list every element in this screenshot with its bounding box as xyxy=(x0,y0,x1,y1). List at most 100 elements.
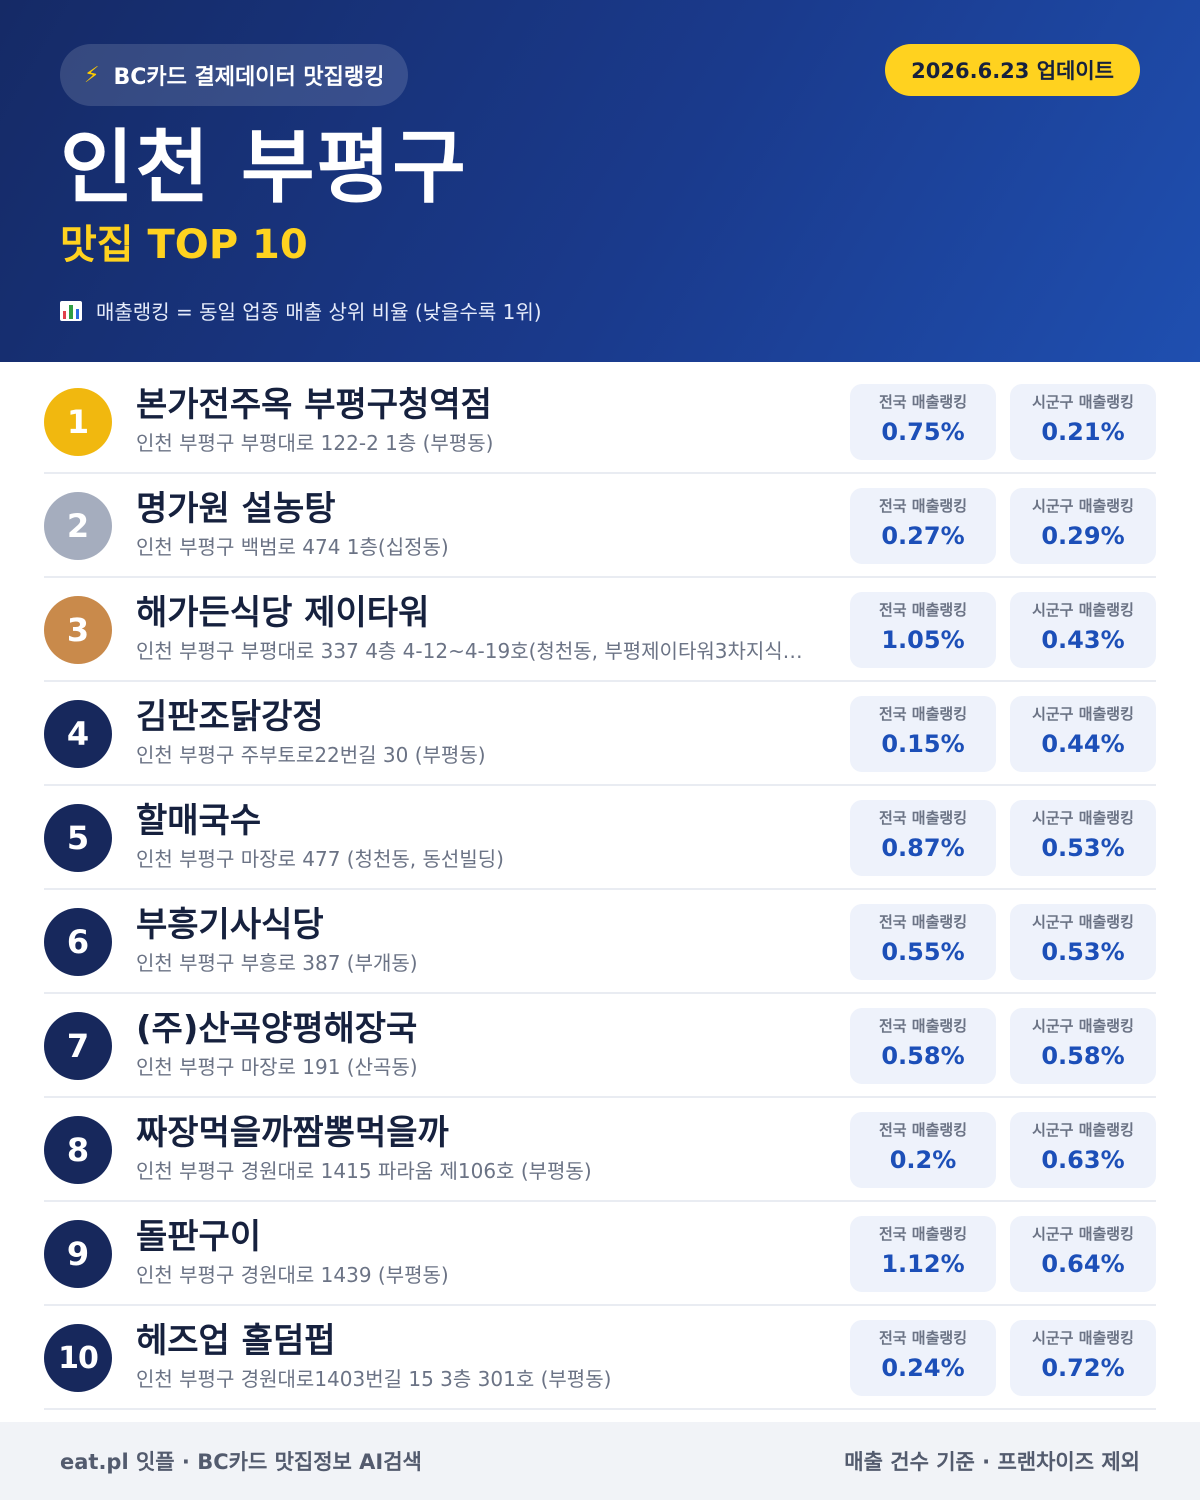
restaurant-name[interactable]: 본가전주옥 부평구청역점 xyxy=(136,385,492,425)
national-ranking-card: 전국 매출랭킹 0.58% xyxy=(850,1008,996,1084)
restaurant-name[interactable]: 김판조닭강정 xyxy=(136,697,324,737)
restaurant-name[interactable]: 해가든식당 제이타워 xyxy=(136,593,430,633)
restaurant-address: 인천 부평구 부평대로 337 4층 4-12~4-19호(청천동, 부평제이타… xyxy=(136,639,816,663)
national-ranking-card: 전국 매출랭킹 0.75% xyxy=(850,384,996,460)
local-ranking-value: 0.58% xyxy=(1041,1042,1125,1070)
footer: eat.pl 잇플 · BC카드 맛집정보 AI검색 매출 건수 기준 · 프랜… xyxy=(0,1422,1200,1500)
local-ranking-card: 시군구 매출랭킹 0.64% xyxy=(1010,1216,1156,1292)
national-ranking-value: 1.12% xyxy=(881,1250,965,1278)
list-item[interactable]: 6 부흥기사식당 인천 부평구 부흥로 387 (부개동) 전국 매출랭킹 0.55% 시… xyxy=(44,890,1156,994)
local-ranking-label: 시군구 매출랭킹 xyxy=(1032,809,1134,827)
restaurant-name[interactable]: 명가원 설농탕 xyxy=(136,489,336,529)
restaurant-address: 인천 부평구 부평대로 122-2 1층 (부평동) xyxy=(136,431,494,455)
rank-badge: 7 xyxy=(44,1012,112,1080)
local-ranking-value: 0.53% xyxy=(1041,938,1125,966)
rank-badge: 4 xyxy=(44,700,112,768)
national-ranking-value: 0.2% xyxy=(889,1146,957,1174)
page-title: 인천 부평구 xyxy=(60,121,468,214)
restaurant-address: 인천 부평구 마장로 477 (청천동, 동선빌딩) xyxy=(136,847,504,871)
rank-badge: 10 xyxy=(44,1324,112,1392)
national-ranking-value: 0.15% xyxy=(881,730,965,758)
restaurant-name[interactable]: 돌판구이 xyxy=(136,1217,262,1257)
restaurant-address: 인천 부평구 경원대로1403번길 15 3층 301호 (부평동) xyxy=(136,1367,612,1391)
local-ranking-label: 시군구 매출랭킹 xyxy=(1032,497,1134,515)
local-ranking-label: 시군구 매출랭킹 xyxy=(1032,393,1134,411)
ranking-note: 매출랭킹 = 동일 업종 매출 상위 비율 (낮을수록 1위) xyxy=(60,296,542,325)
restaurant-name[interactable]: 짜장먹을까짬뽕먹을까 xyxy=(136,1113,449,1153)
page-subtitle: 맛집 TOP 10 xyxy=(60,222,308,268)
list-item[interactable]: 1 본가전주옥 부평구청역점 인천 부평구 부평대로 122-2 1층 (부평동) 전… xyxy=(44,370,1156,474)
national-ranking-card: 전국 매출랭킹 1.05% xyxy=(850,592,996,668)
local-ranking-value: 0.53% xyxy=(1041,834,1125,862)
footer-criteria: 매출 건수 기준 · 프랜차이즈 제외 xyxy=(844,1450,1140,1474)
local-ranking-value: 0.63% xyxy=(1041,1146,1125,1174)
national-ranking-label: 전국 매출랭킹 xyxy=(878,497,968,515)
restaurant-address: 인천 부평구 경원대로 1439 (부평동) xyxy=(136,1263,449,1287)
local-ranking-card: 시군구 매출랭킹 0.53% xyxy=(1010,904,1156,980)
source-badge: ⚡ BC카드 결제데이터 맛집랭킹 xyxy=(60,44,409,106)
national-ranking-label: 전국 매출랭킹 xyxy=(878,1329,968,1347)
local-ranking-value: 0.72% xyxy=(1041,1354,1125,1382)
local-ranking-value: 0.21% xyxy=(1041,418,1125,446)
local-ranking-value: 0.64% xyxy=(1041,1250,1125,1278)
list-item[interactable]: 4 김판조닭강정 인천 부평구 주부토로22번길 30 (부평동) 전국 매출랭킹 0.… xyxy=(44,682,1156,786)
local-ranking-label: 시군구 매출랭킹 xyxy=(1032,1017,1134,1035)
list-item[interactable]: 8 짜장먹을까짬뽕먹을까 인천 부평구 경원대로 1415 파라움 제106호 (부… xyxy=(44,1098,1156,1202)
update-date-badge: 2026.6.23 업데이트 xyxy=(885,44,1140,96)
national-ranking-label: 전국 매출랭킹 xyxy=(878,601,968,619)
restaurant-name[interactable]: 헤즈업 홀덤펍 xyxy=(136,1321,336,1361)
rank-badge: 5 xyxy=(44,804,112,872)
restaurant-address: 인천 부평구 마장로 191 (산곡동) xyxy=(136,1055,418,1079)
ranking-note-text: 매출랭킹 = 동일 업종 매출 상위 비율 (낮을수록 1위) xyxy=(96,300,542,324)
national-ranking-value: 0.87% xyxy=(881,834,965,862)
header: ⚡ BC카드 결제데이터 맛집랭킹 2026.6.23 업데이트 인천 부평구 … xyxy=(0,0,1200,362)
rank-badge: 3 xyxy=(44,596,112,664)
local-ranking-label: 시군구 매출랭킹 xyxy=(1032,1225,1134,1243)
rank-badge: 8 xyxy=(44,1116,112,1184)
lightning-bolt-icon: ⚡ xyxy=(84,62,100,88)
rank-badge: 9 xyxy=(44,1220,112,1288)
restaurant-name[interactable]: 부흥기사식당 xyxy=(136,905,324,945)
local-ranking-value: 0.43% xyxy=(1041,626,1125,654)
national-ranking-value: 0.58% xyxy=(881,1042,965,1070)
national-ranking-card: 전국 매출랭킹 0.24% xyxy=(850,1320,996,1396)
local-ranking-label: 시군구 매출랭킹 xyxy=(1032,913,1134,931)
national-ranking-value: 0.75% xyxy=(881,418,965,446)
national-ranking-value: 0.55% xyxy=(881,938,965,966)
rank-badge: 2 xyxy=(44,492,112,560)
local-ranking-card: 시군구 매출랭킹 0.53% xyxy=(1010,800,1156,876)
local-ranking-card: 시군구 매출랭킹 0.43% xyxy=(1010,592,1156,668)
local-ranking-label: 시군구 매출랭킹 xyxy=(1032,705,1134,723)
local-ranking-card: 시군구 매출랭킹 0.44% xyxy=(1010,696,1156,772)
local-ranking-value: 0.44% xyxy=(1041,730,1125,758)
national-ranking-card: 전국 매출랭킹 0.27% xyxy=(850,488,996,564)
local-ranking-card: 시군구 매출랭킹 0.63% xyxy=(1010,1112,1156,1188)
restaurant-name[interactable]: 할매국수 xyxy=(136,801,262,841)
local-ranking-label: 시군구 매출랭킹 xyxy=(1032,1329,1134,1347)
national-ranking-value: 1.05% xyxy=(881,626,965,654)
national-ranking-label: 전국 매출랭킹 xyxy=(878,809,968,827)
restaurant-list: 1 본가전주옥 부평구청역점 인천 부평구 부평대로 122-2 1층 (부평동) 전… xyxy=(44,370,1156,1410)
national-ranking-card: 전국 매출랭킹 0.2% xyxy=(850,1112,996,1188)
restaurant-name[interactable]: (주)산곡양평해장국 xyxy=(136,1009,418,1049)
list-item[interactable]: 9 돌판구이 인천 부평구 경원대로 1439 (부평동) 전국 매출랭킹 1.12% 시… xyxy=(44,1202,1156,1306)
source-badge-label: BC카드 결제데이터 맛집랭킹 xyxy=(113,65,385,90)
local-ranking-card: 시군구 매출랭킹 0.72% xyxy=(1010,1320,1156,1396)
national-ranking-card: 전국 매출랭킹 0.15% xyxy=(850,696,996,772)
restaurant-address: 인천 부평구 백범로 474 1층(십정동) xyxy=(136,535,449,559)
national-ranking-card: 전국 매출랭킹 0.87% xyxy=(850,800,996,876)
national-ranking-label: 전국 매출랭킹 xyxy=(878,1017,968,1035)
national-ranking-label: 전국 매출랭킹 xyxy=(878,913,968,931)
local-ranking-label: 시군구 매출랭킹 xyxy=(1032,1121,1134,1139)
rank-badge: 6 xyxy=(44,908,112,976)
national-ranking-card: 전국 매출랭킹 0.55% xyxy=(850,904,996,980)
national-ranking-label: 전국 매출랭킹 xyxy=(878,705,968,723)
local-ranking-card: 시군구 매출랭킹 0.21% xyxy=(1010,384,1156,460)
local-ranking-card: 시군구 매출랭킹 0.29% xyxy=(1010,488,1156,564)
national-ranking-value: 0.24% xyxy=(881,1354,965,1382)
